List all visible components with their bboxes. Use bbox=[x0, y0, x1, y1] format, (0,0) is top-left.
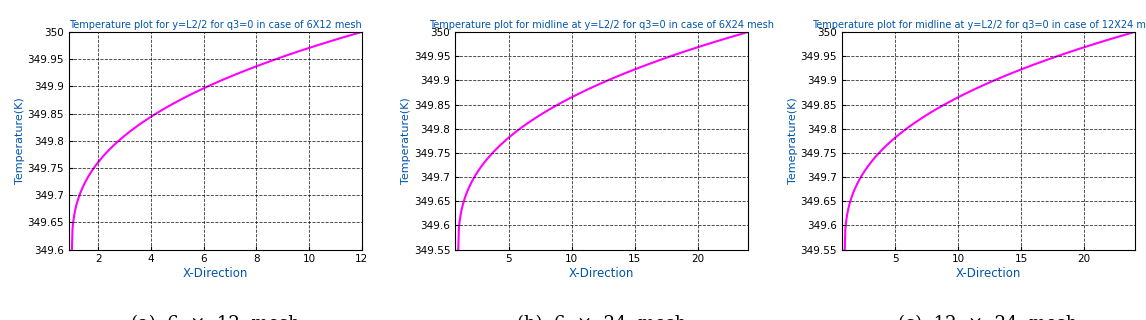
Text: (a)  6  ×  12  mesh: (a) 6 × 12 mesh bbox=[131, 315, 299, 320]
Y-axis label: Temeprature(K): Temeprature(K) bbox=[787, 97, 798, 184]
Y-axis label: Temperature(K): Temperature(K) bbox=[401, 97, 411, 184]
Text: (b)  6  ×  24  mesh: (b) 6 × 24 mesh bbox=[517, 315, 686, 320]
Y-axis label: Temperature(K): Temperature(K) bbox=[15, 97, 24, 184]
X-axis label: X-Direction: X-Direction bbox=[182, 267, 248, 280]
Title: Temperature plot for midline at y=L2/2 for q3=0 in case of 6X24 mesh: Temperature plot for midline at y=L2/2 f… bbox=[429, 20, 775, 30]
Title: Temperature plot for y=L2/2 for q3=0 in case of 6X12 mesh: Temperature plot for y=L2/2 for q3=0 in … bbox=[69, 20, 361, 30]
Text: (c)  12  ×  24  mesh: (c) 12 × 24 mesh bbox=[898, 315, 1078, 320]
X-axis label: X-Direction: X-Direction bbox=[956, 267, 1021, 280]
Title: Temperature plot for midline at y=L2/2 for q3=0 in case of 12X24 mesh: Temperature plot for midline at y=L2/2 f… bbox=[813, 20, 1146, 30]
X-axis label: X-Direction: X-Direction bbox=[568, 267, 635, 280]
